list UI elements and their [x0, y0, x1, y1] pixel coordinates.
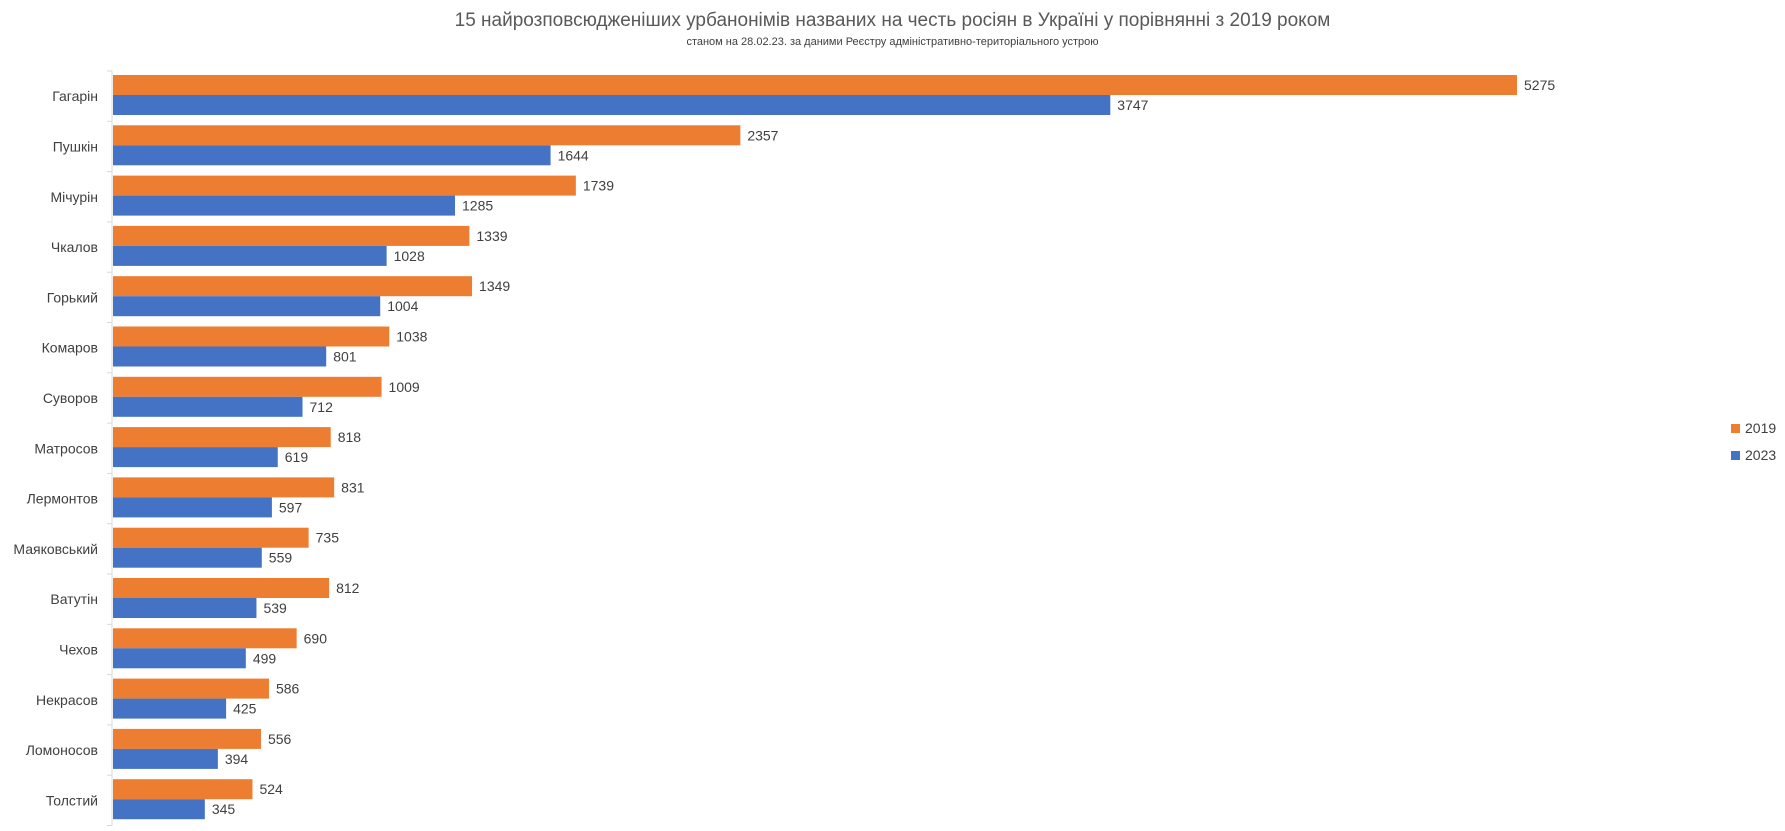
bar-2023: [113, 648, 246, 669]
axis-layer: [107, 70, 113, 826]
data-label-2023: 1028: [394, 248, 425, 264]
data-label-2019: 812: [336, 580, 360, 596]
data-label-2019: 5275: [1524, 77, 1555, 93]
bar-2023: [113, 396, 303, 417]
bar-2019: [113, 477, 335, 498]
bar-2023: [113, 799, 205, 820]
category-label: Чкалов: [51, 239, 98, 255]
bar-2019: [113, 427, 331, 448]
bar-2019: [113, 578, 330, 598]
bar-2019: [113, 125, 741, 146]
bar-2019: [113, 326, 390, 347]
data-label-2019: 586: [276, 681, 300, 697]
category-label: Лермонтов: [27, 491, 98, 507]
data-label-2019: 735: [316, 530, 340, 546]
data-label-2023: 712: [310, 399, 334, 415]
data-label-2023: 1004: [387, 298, 418, 314]
bar-2019: [113, 628, 297, 649]
category-label: Пушкін: [53, 138, 98, 154]
data-label-2023: 539: [263, 600, 287, 616]
category-label: Толстий: [46, 792, 98, 808]
bar-2019: [113, 527, 309, 548]
data-label-2019: 690: [304, 630, 328, 646]
category-label: Матросов: [34, 440, 98, 456]
data-label-2019: 818: [338, 429, 362, 445]
bar-2019: [113, 225, 470, 246]
legend-swatch-2023: [1731, 451, 1740, 460]
category-label: Комаров: [42, 340, 98, 356]
category-label: Мічурін: [50, 189, 98, 205]
data-label-2023: 499: [253, 650, 277, 666]
chart-subtitle: станом на 28.02.23. за даними Реєстру ад…: [686, 36, 1099, 48]
data-label-2023: 559: [269, 550, 293, 566]
bar-2023: [113, 346, 327, 367]
data-label-2023: 345: [212, 801, 236, 817]
bar-2019: [113, 779, 253, 800]
bar-2023: [113, 95, 1111, 115]
bar-2023: [113, 195, 456, 216]
data-label-2023: 619: [285, 449, 309, 465]
data-label-2023: 801: [333, 349, 357, 365]
bar-2023: [113, 145, 551, 166]
bar-2019: [113, 678, 269, 699]
data-label-2019: 2357: [747, 127, 778, 143]
category-label: Гагарін: [52, 88, 98, 104]
category-label: Маяковський: [13, 541, 98, 557]
bar-2019: [113, 728, 261, 749]
bar-2019: [113, 376, 382, 397]
data-label-2023: 3747: [1117, 97, 1148, 113]
category-label: Некрасов: [36, 692, 98, 708]
data-label-2019: 1339: [476, 228, 507, 244]
data-label-2023: 1285: [462, 198, 493, 214]
data-label-2023: 1644: [558, 147, 589, 163]
data-label-2019: 1349: [479, 278, 510, 294]
bar-2023: [113, 447, 278, 468]
bars-layer: [113, 75, 1517, 820]
data-label-2019: 1009: [389, 379, 420, 395]
bar-2023: [113, 698, 227, 719]
bar-2023: [113, 296, 381, 317]
bar-2023: [113, 497, 272, 518]
category-label: Горький: [47, 289, 98, 305]
legend-label-2019: 2019: [1745, 420, 1776, 436]
category-label: Суворов: [43, 390, 98, 406]
legend-swatch-2019: [1731, 424, 1740, 433]
bar-2019: [113, 276, 473, 297]
legend: 2019 2023: [1731, 420, 1776, 463]
data-label-2019: 1739: [583, 178, 614, 194]
labels-layer: Гагарін 5275 3747 Пушкін 2357 1644 Мічурін 1739…: [13, 77, 1555, 817]
data-label-2019: 831: [341, 479, 365, 495]
legend-label-2023: 2023: [1745, 447, 1776, 463]
bar-2019: [113, 75, 1517, 95]
bar-2019: [113, 175, 576, 196]
bar-2023: [113, 748, 218, 769]
category-label: Ватутін: [50, 591, 98, 607]
bar-2023: [113, 547, 262, 568]
data-label-2023: 425: [233, 701, 257, 717]
category-label: Ломоносов: [26, 742, 98, 758]
bar-2023: [113, 598, 257, 618]
chart-title: 15 найрозповсюдженіших урбанонімів назва…: [454, 10, 1331, 31]
bar-2023: [113, 245, 387, 266]
data-label-2019: 1038: [396, 329, 427, 345]
category-label: Чехов: [59, 641, 98, 657]
data-label-2023: 394: [225, 751, 249, 767]
data-label-2019: 524: [259, 781, 283, 797]
data-label-2023: 597: [279, 499, 303, 515]
data-label-2019: 556: [268, 731, 292, 747]
